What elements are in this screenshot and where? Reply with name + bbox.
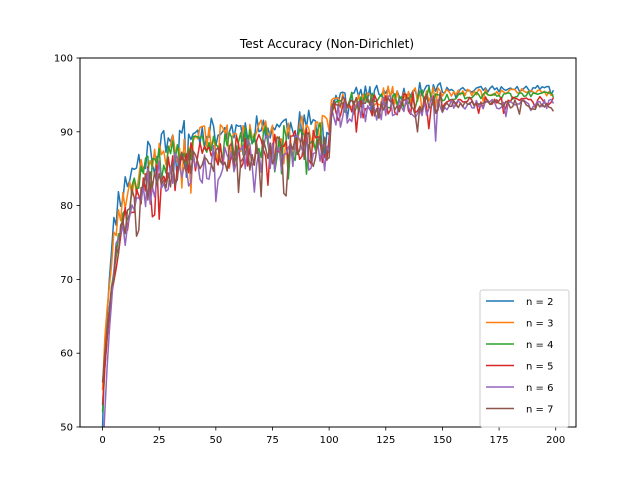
series-line-5: [103, 95, 555, 427]
x-tick-label: 25: [153, 435, 166, 446]
series-line-6: [101, 92, 555, 383]
y-tick-label: 60: [60, 349, 73, 360]
legend-label: n = 6: [526, 383, 553, 394]
series-layer: [101, 81, 555, 427]
x-tick-label: 50: [209, 435, 222, 446]
legend-label: n = 4: [526, 340, 553, 351]
legend-box: [479, 289, 570, 428]
y-tick-label: 70: [60, 275, 73, 286]
y-tick-label: 50: [60, 423, 73, 434]
legend-label: n = 2: [526, 297, 553, 308]
x-axis-ticks: 0 25 50 75 100 125 150 175 200: [99, 427, 565, 446]
y-tick-label: 100: [54, 54, 73, 65]
x-tick-label: 125: [376, 435, 395, 446]
x-tick-label: 150: [433, 435, 452, 446]
x-tick-label: 0: [99, 435, 105, 446]
legend-label: n = 5: [526, 362, 553, 373]
y-tick-label: 80: [60, 201, 73, 212]
x-tick-label: 175: [490, 435, 509, 446]
legend-label: n = 3: [526, 319, 553, 330]
x-tick-label: 75: [266, 435, 279, 446]
legend-label: n = 7: [526, 405, 553, 416]
legend: n = 2 n = 3 n = 4 n = 5 n = 6 n = 7: [479, 289, 570, 428]
plot-frame: [79, 57, 577, 428]
x-tick-label: 100: [320, 435, 339, 446]
y-tick-label: 90: [60, 127, 73, 138]
y-axis-ticks: 50 60 70 80 90 100: [54, 54, 80, 434]
chart-title: Test Accuracy (Non-Dirichlet): [239, 37, 414, 51]
x-tick-label: 200: [546, 435, 565, 446]
